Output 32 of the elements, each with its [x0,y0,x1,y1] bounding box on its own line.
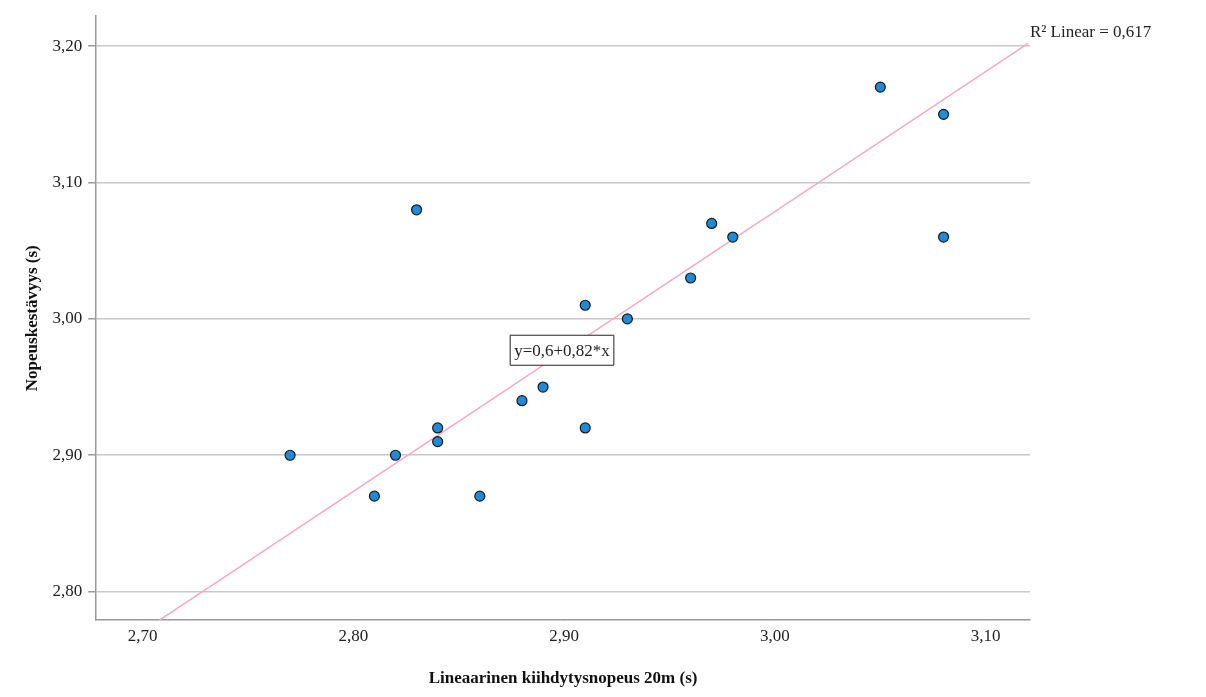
x-tick-label: 2,70 [127,625,158,645]
point [474,490,486,502]
y-tick-label: 3,00 [52,308,83,328]
y-tick-label: 2,90 [52,444,83,464]
point [579,299,591,311]
point [621,313,633,325]
y-tick-label: 2,80 [52,581,83,601]
annotation: R² Linear = 0,617 [1029,22,1152,42]
point [537,381,549,393]
point [579,422,591,434]
point [937,231,950,243]
annotation: y=0,6+0,82*x [514,340,611,360]
x-tick-label: 3,00 [760,625,790,645]
point [389,449,402,461]
x-axis-title: Lineaarinen kiihdytysnopeus 20m (s) [428,668,698,688]
point [410,204,423,216]
point [685,272,697,284]
point [368,490,381,502]
y-axis-title: Nopeuskestävyys (s) [21,245,41,392]
point [284,449,296,461]
x-tick-label: 2,90 [549,625,579,645]
point [874,81,886,93]
point [727,231,739,243]
y-tick-label: 3,10 [52,172,83,192]
x-tick-label: 3,10 [970,625,1001,645]
x-tick-label: 2,80 [338,625,369,645]
point [706,217,718,230]
point [432,435,444,448]
y-tick-label: 3,20 [52,35,83,55]
point [516,395,528,407]
point [432,422,444,434]
point [937,108,950,120]
